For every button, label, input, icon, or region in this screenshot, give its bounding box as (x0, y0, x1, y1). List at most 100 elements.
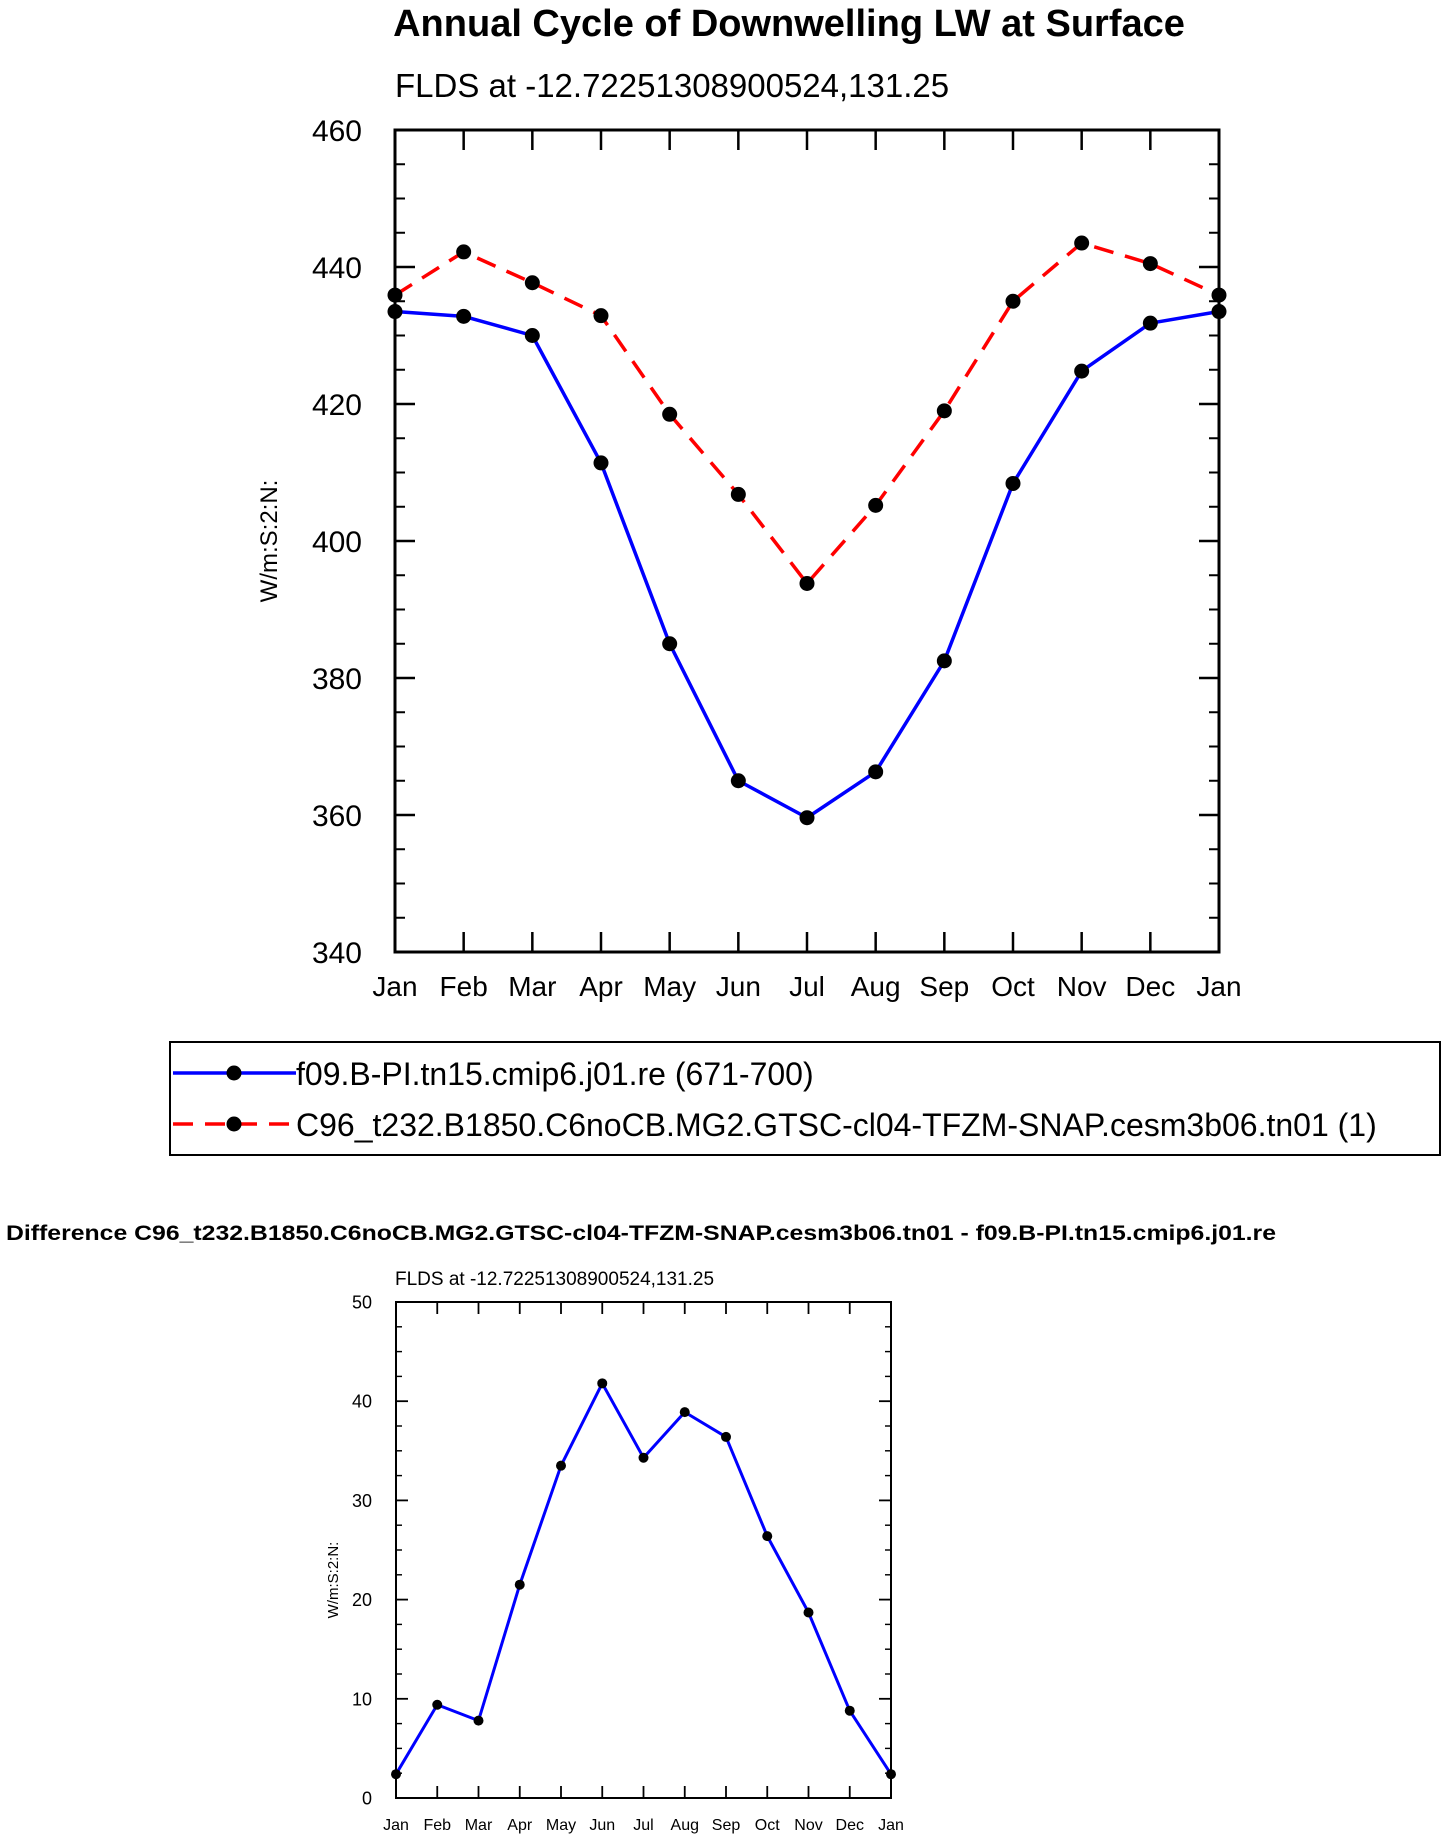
bottom-chart-series (394, 1381, 893, 1776)
legend-item-1: f09.B-PI.tn15.cmip6.j01.re (671-700) (173, 1056, 814, 1092)
top-chart-series-0-point-4 (662, 636, 678, 652)
top-chart-ytick-label-6: 460 (312, 115, 362, 148)
bottom-chart-series-0-point-7 (679, 1407, 690, 1418)
top-chart-series-0-point-8 (936, 653, 952, 669)
top-chart-series-1-point-1 (456, 244, 472, 260)
top-chart-xtick-label-11: Dec (1125, 971, 1175, 1002)
top-chart-xtick-label-8: Sep (919, 971, 969, 1002)
bottom-chart-ytick-label-2: 20 (352, 1590, 372, 1610)
bottom-chart-ytick-label-1: 10 (352, 1689, 372, 1709)
bottom-chart-title: Difference C96_t232.B1850.C6noCB.MG2.GTS… (6, 1222, 1276, 1245)
bottom-chart-plot-frame (395, 1301, 892, 1799)
bottom-chart-xtick-label-6: Jul (633, 1817, 653, 1834)
top-chart-xtick-label-4: May (643, 971, 696, 1002)
top-chart-series-0-point-0 (387, 304, 403, 320)
bottom-chart-series-0-point-2 (473, 1715, 484, 1726)
bottom-chart-ylabel: W/m:S:2:N: (325, 1542, 342, 1619)
bottom-chart-series-0-point-5 (597, 1378, 608, 1389)
top-chart-series-1-point-9 (1005, 293, 1021, 309)
top-chart-xtick-label-2: Mar (508, 971, 556, 1002)
bottom-chart-series-0-point-6 (638, 1452, 649, 1463)
top-chart-series-0-point-12 (1211, 304, 1227, 320)
top-chart-series-1-point-7 (868, 497, 884, 513)
top-chart-subtitle: FLDS at -12.72251308900524,131.25 (395, 67, 949, 104)
legend: f09.B-PI.tn15.cmip6.j01.re (671-700) C96… (169, 1041, 1441, 1156)
top-chart-xtick-label-5: Jun (716, 971, 761, 1002)
bottom-chart-xtick-label-10: Nov (794, 1817, 822, 1834)
bottom-chart: Difference C96_t232.B1850.C6noCB.MG2.GTS… (6, 1222, 1276, 1834)
legend-item-2: C96_t232.B1850.C6noCB.MG2.GTSC-cl04-TFZM… (173, 1107, 1377, 1143)
bottom-chart-xtick-label-1: Feb (423, 1817, 451, 1834)
top-chart-series-0-point-11 (1142, 315, 1158, 331)
bottom-chart-xtick-label-4: May (546, 1817, 576, 1834)
bottom-chart-xtick-label-11: Dec (836, 1817, 864, 1834)
top-chart-ytick-label-4: 420 (312, 389, 362, 422)
top-chart-xtick-label-0: Jan (372, 971, 417, 1002)
top-chart-ylabel: W/m:S:2:N: (256, 480, 283, 603)
bottom-chart-ytick-label-3: 30 (352, 1491, 372, 1511)
bottom-chart-xtick-label-8: Sep (712, 1817, 741, 1834)
top-chart-xtick-label-9: Oct (991, 971, 1035, 1002)
top-chart-series-1-point-2 (524, 275, 540, 291)
legend-frame (169, 1041, 1441, 1156)
top-chart-ytick-label-5: 440 (312, 252, 362, 285)
top-chart-series-0-point-3 (593, 455, 609, 471)
top-chart-series-1-point-12 (1211, 287, 1227, 303)
bottom-chart-ytick-label-5: 50 (352, 1292, 372, 1312)
top-chart-series-0-point-9 (1005, 475, 1021, 491)
top-chart-ytick-label-0: 340 (312, 937, 362, 970)
top-chart-series-1-point-11 (1142, 256, 1158, 272)
bottom-chart-subtitle: FLDS at -12.72251308900524,131.25 (395, 1269, 714, 1290)
bottom-chart-xtick-label-3: Apr (507, 1817, 533, 1834)
top-chart-ytick-label-2: 380 (312, 663, 362, 696)
bottom-chart-series-0-point-8 (721, 1431, 731, 1442)
top-chart-xtick-label-7: Aug (851, 971, 901, 1002)
top-chart-series-1-point-3 (593, 308, 609, 324)
bottom-chart-series-0-point-1 (432, 1699, 443, 1710)
bottom-chart-series-line-0 (394, 1381, 893, 1776)
top-chart-series-0-point-10 (1074, 363, 1090, 379)
bottom-chart-xtick-label-0: Jan (383, 1817, 409, 1834)
top-chart-series-0-point-2 (524, 328, 540, 343)
bottom-chart-xtick-label-2: Mar (465, 1817, 493, 1834)
bottom-chart-ytick-label-4: 40 (352, 1392, 372, 1412)
top-chart-xtick-label-3: Apr (579, 971, 623, 1002)
bottom-chart-ytick-label-0: 0 (362, 1788, 372, 1808)
top-chart-xtick-label-1: Feb (440, 971, 488, 1002)
top-chart-xtick-label-10: Nov (1057, 971, 1107, 1002)
bottom-chart-series-0-point-4 (556, 1460, 566, 1471)
top-chart-series-1-point-0 (387, 287, 403, 303)
top-chart-series-1-point-10 (1074, 235, 1090, 251)
legend-swatch-1-marker (226, 1065, 242, 1081)
bottom-chart-series-0-point-10 (803, 1607, 814, 1618)
legend-label-2: C96_t232.B1850.C6noCB.MG2.GTSC-cl04-TFZM… (296, 1107, 1377, 1143)
bottom-chart-series-0-point-0 (391, 1769, 401, 1780)
bottom-chart-xtick-label-9: Oct (755, 1817, 780, 1834)
top-chart-series-0-point-7 (868, 764, 884, 780)
top-chart-ytick-label-3: 400 (312, 526, 362, 559)
top-chart-series-1-point-8 (936, 403, 952, 419)
top-chart-series-1-point-6 (799, 575, 815, 591)
top-chart-ytick-label-1: 360 (312, 800, 362, 833)
top-chart-series-1-point-4 (662, 406, 678, 422)
bottom-chart-xtick-label-12: Jan (878, 1817, 904, 1834)
legend-label-1: f09.B-PI.tn15.cmip6.j01.re (671-700) (296, 1056, 814, 1092)
bottom-chart-axes: 0 10 20 30 40 50 Jan Feb Mar Apr May Jun Jul Aug Sep Oc… (352, 1292, 904, 1834)
top-chart-series-0-point-1 (456, 308, 472, 324)
top-chart-series-1-point-5 (730, 486, 746, 502)
top-chart-series (394, 241, 1220, 820)
bottom-chart-series-0-point-12 (886, 1769, 896, 1780)
bottom-chart-xtick-label-5: Jun (589, 1817, 615, 1834)
bottom-chart-series-0-point-11 (844, 1705, 855, 1716)
bottom-chart-series-0-point-9 (762, 1531, 773, 1542)
top-chart-axes: 340 360 380 400 420 440 460 Jan Feb Mar Apr May Jun J… (312, 115, 1242, 1002)
top-chart-plot-frame (393, 128, 1221, 954)
bottom-chart-series-0-point-3 (514, 1579, 525, 1590)
top-chart-series-line-0 (394, 309, 1220, 820)
top-chart: Annual Cycle of Downwelling LW at Surfac… (256, 3, 1242, 1002)
legend-swatch-2-marker (226, 1116, 242, 1132)
top-chart-series-line-1 (394, 241, 1220, 586)
bottom-chart-markers (391, 1378, 896, 1780)
top-chart-markers (387, 235, 1227, 826)
